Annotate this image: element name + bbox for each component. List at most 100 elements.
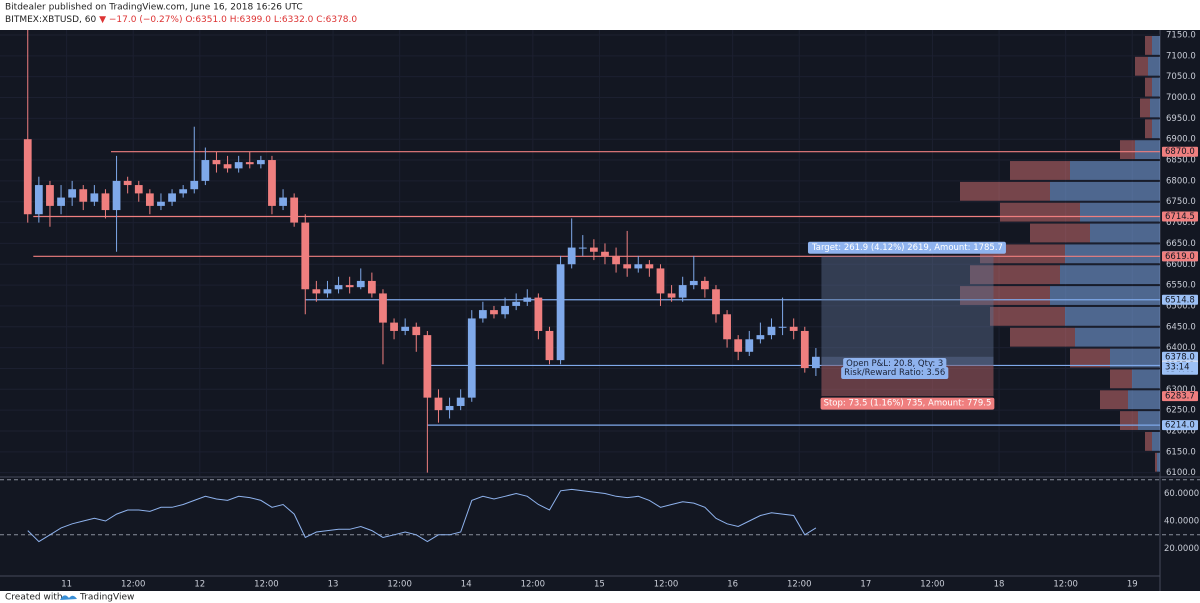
volume-buy [1152,119,1160,139]
y-tick-label: 6800.0 [1166,176,1196,186]
price-label: 6378.0 [1165,352,1195,362]
candle-body [589,247,598,252]
publisher: Bitdealer published on TradingView.com, … [5,3,303,13]
volume-sell [1145,431,1152,451]
y-tick-label: 6400.0 [1166,343,1196,353]
candle-body [523,297,532,302]
candle-body [456,397,465,406]
target-label-bg [807,241,1006,254]
candle-body [467,318,476,398]
price-label: 6283.7 [1165,392,1195,402]
volume-sell [960,181,1050,201]
candle-body [334,285,343,290]
candle-body [745,339,754,352]
volume-buy [1152,431,1160,451]
x-tick-label: 12:00 [254,580,279,590]
rsi-tick-label: 20.0000 [1164,544,1199,554]
volume-sell [1120,411,1138,430]
volume-buy [1110,348,1160,368]
y-tick-label: 6750.0 [1166,197,1196,207]
candle-body [245,162,254,165]
price-label: 6214.0 [1165,421,1195,431]
price-label: 6619.0 [1165,252,1195,262]
volume-buy [1128,390,1160,410]
candle-body [390,322,398,331]
candle-body [356,280,365,288]
candle-body [667,293,676,298]
rsi-tick-label: 60.0000 [1164,489,1199,499]
y-tick-label: 6950.0 [1166,114,1196,124]
volume-buy [1080,202,1160,222]
volume-sell [970,265,1060,285]
y-tick-label: 6250.0 [1166,406,1196,416]
candle-body [478,310,487,319]
volume-buy [1152,77,1160,97]
volume-sell [1145,119,1152,139]
candle-body [556,264,565,361]
candle-body [90,193,99,202]
candle-body [656,268,665,294]
volume-sell [990,306,1065,326]
candle-body [301,222,310,290]
price-label: 6514.8 [1165,295,1195,305]
volume-sell [1155,452,1157,472]
candle-body [445,405,454,411]
candle-body [268,160,276,206]
volume-buy [1135,140,1160,160]
candle-body [756,335,765,340]
stop-label: Stop: 73.5 (1.16%) 735, Amount: 779.5 [824,399,992,409]
volume-sell [1030,223,1090,243]
candle-body [612,255,620,265]
price-label: 6714.5 [1165,212,1195,222]
candle-body [545,330,554,361]
candle-body [634,264,643,269]
stop-label-bg [820,397,995,410]
candle-body [512,301,521,306]
y-tick-label: 6100.0 [1166,468,1196,478]
volume-buy [1150,98,1160,118]
open: O:6351.0 [185,15,227,25]
volume-sell [1120,140,1135,160]
y-tick-label: 7050.0 [1166,72,1196,82]
brand: TradingView [79,593,134,603]
candle-body [712,289,720,315]
y-tick-label: 7150.0 [1166,31,1196,41]
candle-body [767,326,776,336]
y-tick-label: 6150.0 [1166,447,1196,457]
price-label-bg [1162,146,1198,157]
candle-body [423,335,432,398]
price-label-bg [1162,420,1198,431]
volume-buy [1060,265,1160,285]
x-tick-label: 12:00 [1053,580,1078,590]
volume-buy [1065,306,1160,326]
y-tick-label: 6450.0 [1166,322,1196,332]
x-tick-label: 12:00 [521,580,546,590]
y-tick-label: 6300.0 [1166,385,1196,395]
created-with: Created with [5,593,63,603]
candle-body [812,356,820,369]
footer-bg [0,591,1200,603]
volume-buy [1148,56,1160,76]
candle-body [234,162,243,169]
volume-sell [1145,36,1152,55]
countdown-bg [1162,361,1198,372]
candle-body [134,185,143,194]
price-label-bg [1162,294,1198,305]
candle-body [689,280,698,286]
price-label-bg [1162,391,1198,402]
candle-body [412,326,421,336]
x-tick-label: 12 [194,580,205,590]
y-tick-label: 6200.0 [1166,426,1196,436]
candle-body [190,180,199,190]
high: H:6399.0 [230,15,272,25]
header-line: BITMEX:XBTUSD, 60 ▼ −17.0 (−0.27%) O:635… [5,15,357,25]
volume-buy [1050,286,1160,305]
candle-body [145,193,154,206]
x-tick-label: 19 [1127,580,1138,590]
y-tick-label: 6900.0 [1166,135,1196,145]
candle-body [157,201,165,206]
y-tick-label: 6650.0 [1166,239,1196,249]
candle-body [212,160,221,165]
candle-body [734,339,743,352]
close: C:6378.0 [316,15,357,25]
